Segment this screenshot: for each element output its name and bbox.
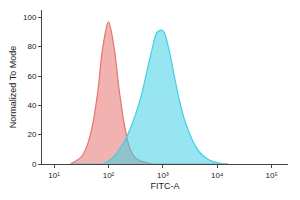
svg-text:FITC-A: FITC-A (151, 181, 180, 191)
svg-text:80: 80 (27, 42, 36, 51)
svg-text:40: 40 (27, 101, 36, 110)
svg-text:10⁴: 10⁴ (211, 171, 224, 180)
svg-text:0: 0 (32, 160, 37, 169)
svg-text:10²: 10² (103, 171, 115, 180)
svg-text:Normalized To Mode: Normalized To Mode (8, 46, 18, 128)
svg-text:100: 100 (23, 13, 37, 22)
svg-text:10¹: 10¹ (48, 171, 60, 180)
svg-text:20: 20 (27, 130, 36, 139)
svg-text:60: 60 (27, 72, 36, 81)
svg-text:10³: 10³ (157, 171, 169, 180)
svg-text:10⁵: 10⁵ (266, 171, 278, 180)
